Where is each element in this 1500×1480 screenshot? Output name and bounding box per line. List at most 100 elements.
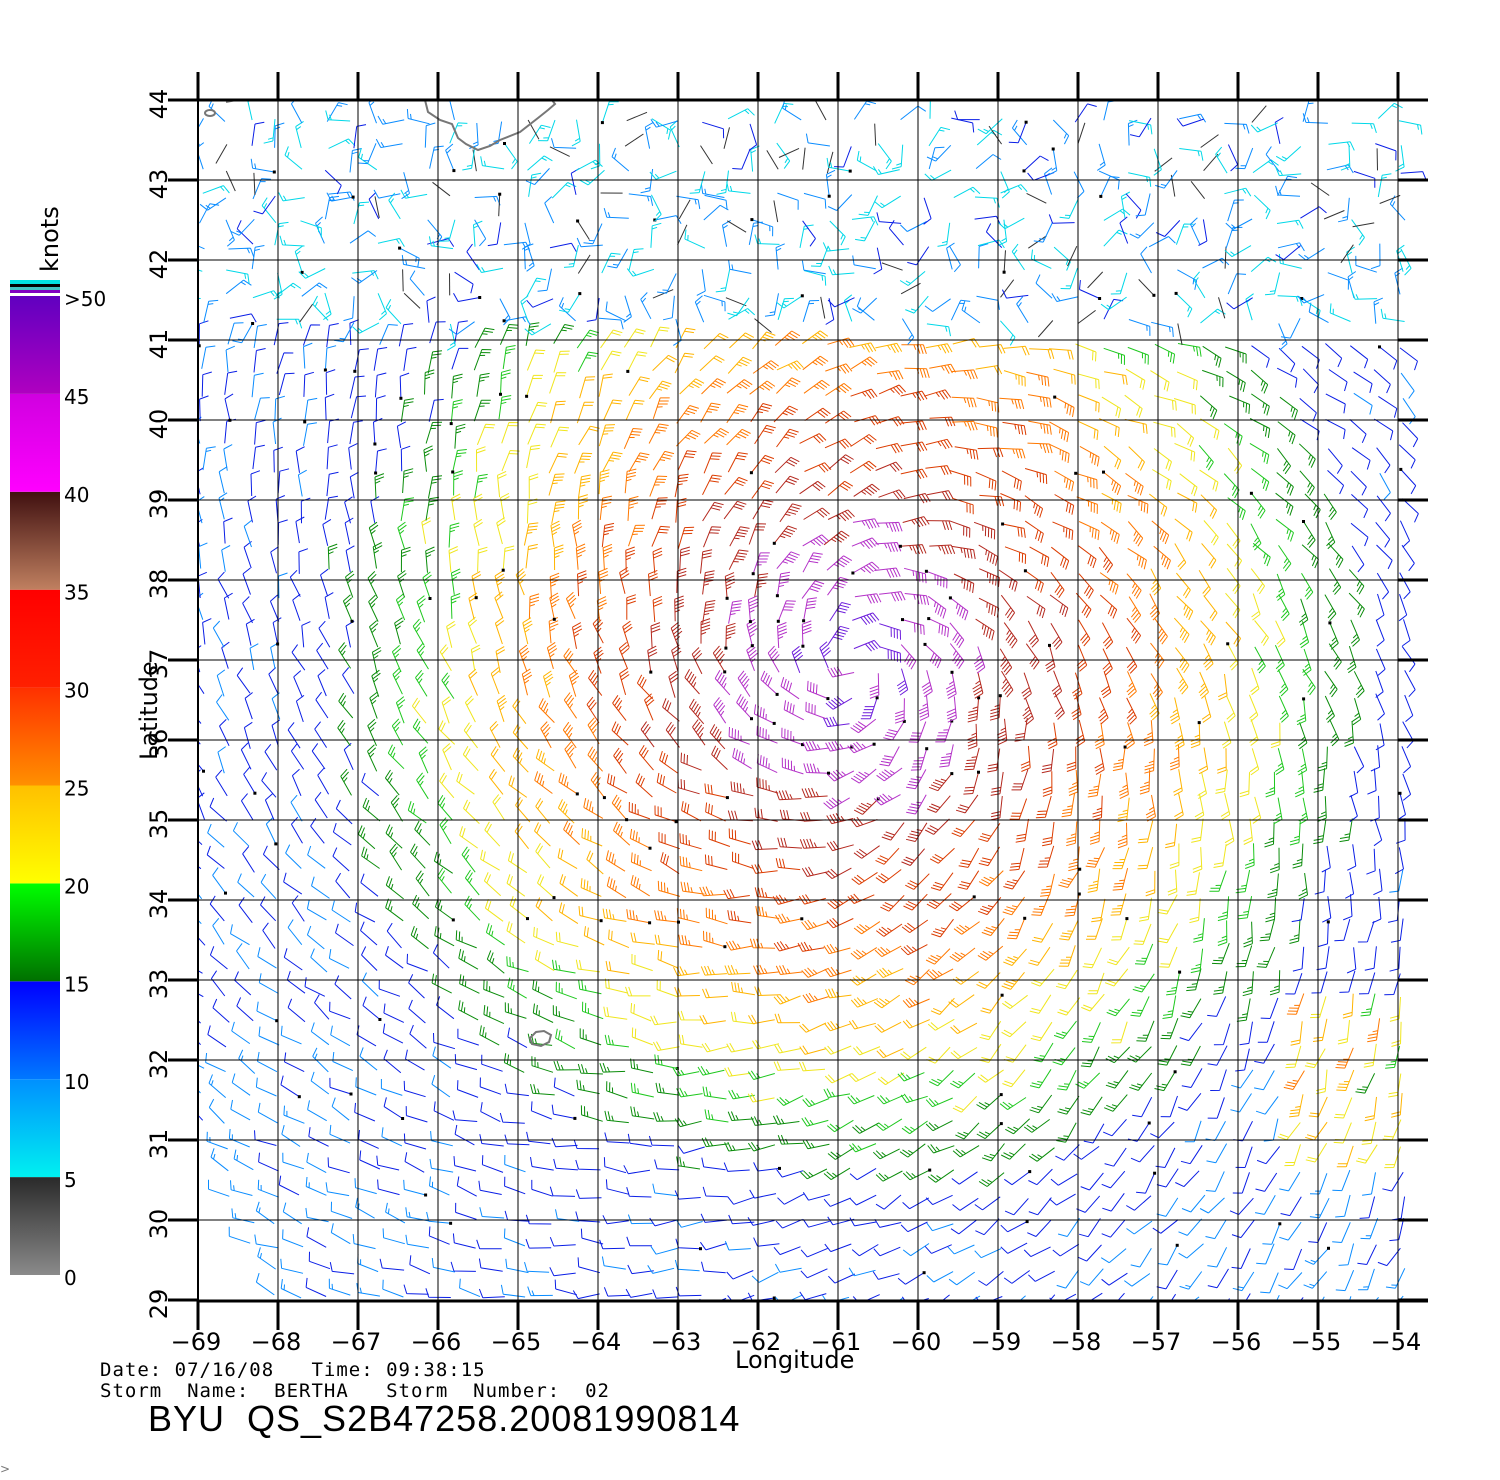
wind-barb bbox=[753, 1237, 780, 1247]
wind-barb bbox=[899, 1143, 926, 1158]
wind-barb bbox=[224, 418, 237, 444]
wind-barb bbox=[1348, 1296, 1352, 1301]
wind-barb bbox=[500, 1284, 526, 1298]
wind-barb bbox=[342, 667, 355, 694]
wind-barb bbox=[254, 397, 270, 420]
wind-barb bbox=[1379, 194, 1401, 204]
wind-barb bbox=[375, 448, 387, 474]
wind-barb bbox=[1351, 290, 1378, 300]
wind-barb bbox=[327, 1157, 350, 1174]
wind-barb bbox=[485, 923, 505, 946]
wind-barb bbox=[406, 953, 428, 972]
wind-barb bbox=[760, 670, 778, 695]
wind-barb bbox=[207, 1025, 227, 1048]
wind-barb bbox=[1085, 847, 1105, 868]
wind-barb bbox=[1297, 722, 1308, 750]
wind-barbs bbox=[198, 100, 1427, 1301]
wind-barb bbox=[1119, 216, 1129, 244]
wind-barb bbox=[829, 602, 851, 622]
wind-barb bbox=[843, 294, 853, 322]
wind-barb bbox=[295, 120, 304, 149]
wind-barb bbox=[1235, 869, 1251, 894]
wind-barb bbox=[1136, 1172, 1156, 1194]
wind-barb bbox=[1150, 1121, 1175, 1139]
wind-barb bbox=[925, 438, 953, 450]
wind-barb bbox=[198, 840, 203, 845]
wind-barb bbox=[727, 1196, 755, 1205]
wind-barb bbox=[452, 1110, 478, 1122]
wind-barb bbox=[1137, 846, 1154, 870]
colorbar-band bbox=[10, 589, 60, 688]
wind-barb bbox=[679, 855, 703, 872]
rain-flag-marker bbox=[1302, 697, 1306, 701]
wind-barb bbox=[1003, 948, 1027, 966]
wind-barb bbox=[754, 887, 780, 899]
wind-barb bbox=[1152, 469, 1172, 491]
wind-barb bbox=[282, 1152, 305, 1170]
rain-flag-marker bbox=[349, 1092, 353, 1096]
wind-barb bbox=[1153, 545, 1171, 570]
wind-barb bbox=[283, 948, 303, 971]
wind-barb bbox=[1375, 648, 1386, 676]
wind-barb bbox=[298, 268, 326, 279]
wind-barb bbox=[1022, 698, 1034, 726]
wind-barb bbox=[1254, 1070, 1275, 1091]
y-axis-label: Latitude bbox=[135, 661, 163, 760]
wind-barb bbox=[356, 1283, 380, 1297]
wind-barb bbox=[676, 1087, 703, 1098]
wind-barb bbox=[618, 642, 630, 670]
wind-barb bbox=[359, 1150, 381, 1170]
wind-barb bbox=[977, 447, 1004, 458]
wind-barb bbox=[1186, 968, 1202, 992]
wind-barb bbox=[198, 467, 204, 495]
wind-barb bbox=[1001, 470, 1022, 491]
wind-barb bbox=[776, 142, 791, 169]
wind-barb bbox=[454, 423, 466, 449]
wind-barb bbox=[906, 794, 927, 815]
wind-barb bbox=[749, 1189, 777, 1199]
wind-barb bbox=[1154, 1071, 1176, 1092]
wind-barb bbox=[727, 452, 748, 473]
wind-barb bbox=[1127, 494, 1149, 514]
wind-barb bbox=[224, 393, 234, 421]
wind-barb bbox=[688, 698, 705, 725]
wind-barb bbox=[470, 644, 481, 672]
wind-barb bbox=[212, 917, 225, 945]
wind-barb bbox=[900, 544, 927, 555]
wind-barb bbox=[748, 523, 767, 545]
wind-barb bbox=[403, 292, 421, 309]
wind-barb bbox=[725, 297, 747, 307]
wind-barb bbox=[279, 235, 305, 247]
wind-barb bbox=[416, 642, 429, 670]
wind-barb bbox=[553, 1158, 578, 1171]
longitude-tick-label: −68 bbox=[251, 1328, 302, 1356]
wind-barb bbox=[380, 1079, 403, 1096]
wind-barb bbox=[774, 456, 800, 474]
wind-barb bbox=[1042, 771, 1053, 797]
wind-barb bbox=[1002, 994, 1028, 1010]
wind-barb bbox=[1077, 122, 1086, 144]
wind-barb bbox=[1198, 569, 1211, 597]
wind-barb bbox=[1002, 896, 1026, 916]
wind-barb bbox=[728, 259, 752, 274]
wind-barb bbox=[825, 169, 836, 197]
wind-barb bbox=[1250, 468, 1270, 491]
wind-barb bbox=[234, 971, 252, 996]
wind-barb bbox=[291, 768, 302, 796]
wind-barb bbox=[583, 797, 604, 819]
wind-barb bbox=[1129, 1072, 1153, 1091]
wind-barb bbox=[1101, 622, 1114, 650]
wind-barb bbox=[555, 1028, 576, 1050]
wind-barb bbox=[290, 816, 303, 844]
wind-barb bbox=[726, 428, 751, 446]
wind-barb bbox=[803, 763, 829, 774]
wind-barb bbox=[1052, 521, 1074, 540]
wind-barb bbox=[504, 1083, 529, 1097]
wind-barb bbox=[657, 880, 681, 897]
wind-barb bbox=[1217, 673, 1228, 701]
wind-barb bbox=[559, 874, 578, 897]
wind-barb bbox=[1049, 421, 1070, 443]
wind-barb bbox=[847, 1095, 875, 1105]
wind-barb bbox=[1329, 719, 1340, 747]
wind-barb bbox=[232, 822, 250, 847]
